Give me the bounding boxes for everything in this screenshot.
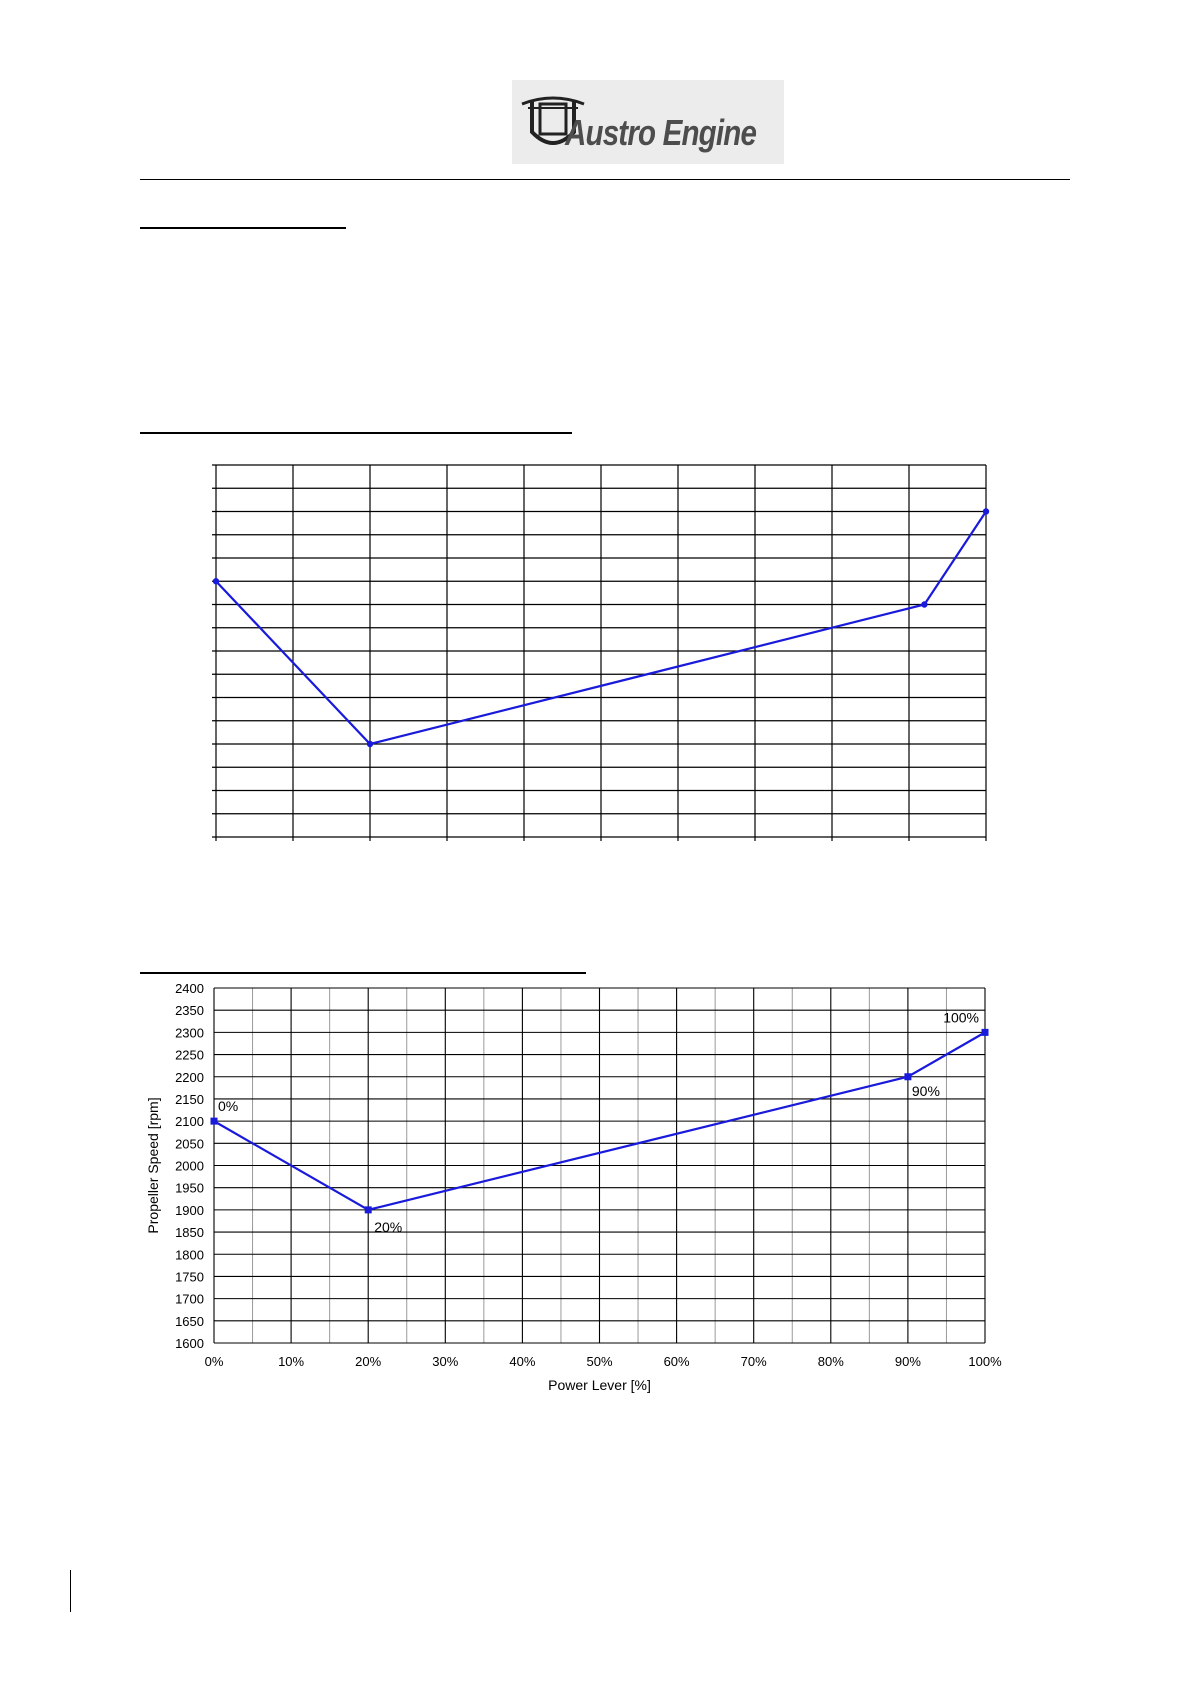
chart2-y-tick-label: 2300 [175,1025,204,1040]
chart2-data-point [210,1117,218,1125]
chart2-y-tick-label: 2100 [175,1114,204,1129]
chart2-point-label: 100% [943,1009,979,1025]
chart2-y-tick-label: 2400 [175,981,204,996]
chart2-y-tick-label: 1600 [175,1336,204,1351]
header-rule [140,179,1070,180]
chart2-x-tick-label: 50% [586,1354,612,1369]
chart2-y-tick-label: 2000 [175,1159,204,1174]
chart2-y-tick-label: 2350 [175,1003,204,1018]
chart2-y-tick-label: 1700 [175,1292,204,1307]
section-heading-rule [140,227,346,229]
chart2-point-label: 0% [218,1098,238,1114]
chart1-data-point [212,578,220,585]
chart2-x-tick-label: 40% [509,1354,535,1369]
chart2-point-label: 90% [912,1083,940,1099]
chart2-y-tick-label: 2050 [175,1136,204,1151]
chart2-x-axis-label: Power Lever [%] [548,1377,651,1393]
chart1-data-point [982,508,990,515]
chart2-point-label: 20% [374,1219,402,1235]
chart2-y-tick-label: 2200 [175,1070,204,1085]
chart2-series-line [213,1031,986,1212]
chart1-series-line [215,510,987,746]
chart2-y-axis-label: Propeller Speed [rpm] [145,1097,161,1233]
chart2-x-tick-label: 100% [968,1354,1002,1369]
chart2-y-tick-label: 1900 [175,1203,204,1218]
chart2-x-tick-label: 20% [355,1354,381,1369]
chart2-x-tick-label: 70% [741,1354,767,1369]
chart-1 [212,464,990,841]
chart2-data-point [364,1206,372,1214]
logo-emblem-icon [521,96,585,145]
chart2-y-tick-label: 1750 [175,1269,204,1284]
footer-margin-rule [70,1570,71,1612]
chart2-y-tick-label: 2150 [175,1092,204,1107]
chart2-x-tick-label: 80% [818,1354,844,1369]
chart2-x-tick-label: 0% [205,1354,224,1369]
chart2-heading-rule [140,972,586,974]
chart2-data-point [981,1028,989,1036]
chart1-data-point [921,601,928,608]
chart2-x-tick-label: 30% [432,1354,458,1369]
chart2-y-tick-label: 1800 [175,1247,204,1262]
chart2-x-tick-label: 10% [278,1354,304,1369]
chart2-y-tick-label: 2250 [175,1048,204,1063]
chart1-data-point [366,740,374,748]
chart2-y-tick-label: 1950 [175,1181,204,1196]
chart2-y-tick-label: 1650 [175,1314,204,1329]
chart2-x-tick-label: 60% [664,1354,690,1369]
chart2-y-tick-label: 1850 [175,1225,204,1240]
chart1-heading-rule [140,432,572,434]
chart2-x-tick-label: 90% [895,1354,921,1369]
logo-text: Austro Engine [565,112,757,153]
chart2-data-point [904,1073,912,1081]
logo [512,80,784,164]
